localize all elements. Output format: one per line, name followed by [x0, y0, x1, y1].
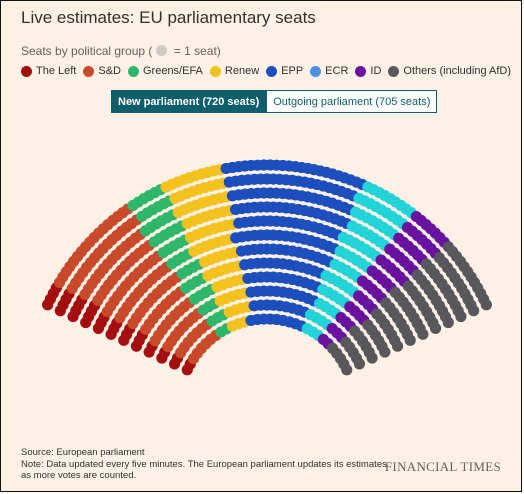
- seat-dot: [468, 305, 480, 317]
- chart-subtitle: Seats by political group ( = 1 seat): [21, 44, 221, 58]
- subtitle-text-start: Seats by political group (: [21, 44, 153, 58]
- legend-label: EPP: [281, 65, 304, 77]
- seat-dot: [404, 334, 416, 346]
- legend-label: ID: [370, 65, 382, 77]
- seat-dot: [366, 352, 378, 364]
- seat-dot: [353, 358, 366, 370]
- seat-dot: [341, 364, 353, 376]
- source-block: Source: European parliament Note: Data u…: [21, 447, 391, 482]
- seat-dot: [391, 340, 404, 352]
- seat-dot: [417, 328, 429, 340]
- legend-label: ECR: [325, 65, 349, 77]
- new-parliament-button[interactable]: New parliament (720 seats): [111, 90, 267, 113]
- legend: The Left S&D Greens/EFA Renew EPP ECR ID Others…: [21, 65, 516, 77]
- chart-title: Live estimates: EU parliamentary seats: [21, 8, 316, 27]
- legend-label: Greens/EFA: [142, 65, 203, 77]
- seat-dot: [442, 316, 454, 329]
- seat-dot-icon: [156, 45, 168, 56]
- legend-label: The Left: [36, 65, 77, 77]
- legend-label: S&D: [98, 65, 121, 77]
- legend-swatch-icon: [127, 65, 139, 77]
- legend-item: ID: [355, 65, 381, 77]
- legend-swatch-icon: [266, 65, 278, 77]
- legend-label: Others (including AfD): [403, 65, 512, 77]
- legend-swatch-icon: [310, 65, 322, 77]
- legend-item: Others (including AfD): [388, 65, 511, 77]
- legend-item: ECR: [310, 65, 348, 77]
- subtitle-text-end: = 1 seat): [170, 44, 221, 58]
- seat-dot: [379, 346, 391, 358]
- parliament-chart: [42, 159, 492, 376]
- legend-swatch-icon: [83, 65, 95, 77]
- source-text: Source: European parliament: [21, 447, 145, 458]
- legend-label: Renew: [224, 65, 260, 77]
- seat-dot: [480, 299, 492, 311]
- parliament-toggle: New parliament (720 seats) Outgoing parl…: [111, 90, 438, 113]
- legend-item: The Left: [21, 65, 76, 77]
- seat-dot: [429, 322, 442, 334]
- seat-dot: [455, 310, 467, 323]
- legend-swatch-icon: [355, 65, 367, 77]
- outgoing-parliament-button[interactable]: Outgoing parliament (705 seats): [266, 90, 438, 113]
- legend-swatch-icon: [21, 65, 32, 77]
- legend-item: S&D: [83, 65, 121, 77]
- legend-item: EPP: [266, 65, 303, 77]
- ft-logo: FINANCIAL TIMES: [384, 459, 501, 474]
- legend-swatch-icon: [209, 65, 221, 77]
- legend-item: Greens/EFA: [127, 65, 203, 77]
- legend-item: Renew: [209, 65, 260, 77]
- note-text: Note: Data updated every five minutes. T…: [21, 458, 387, 482]
- legend-swatch-icon: [388, 65, 400, 77]
